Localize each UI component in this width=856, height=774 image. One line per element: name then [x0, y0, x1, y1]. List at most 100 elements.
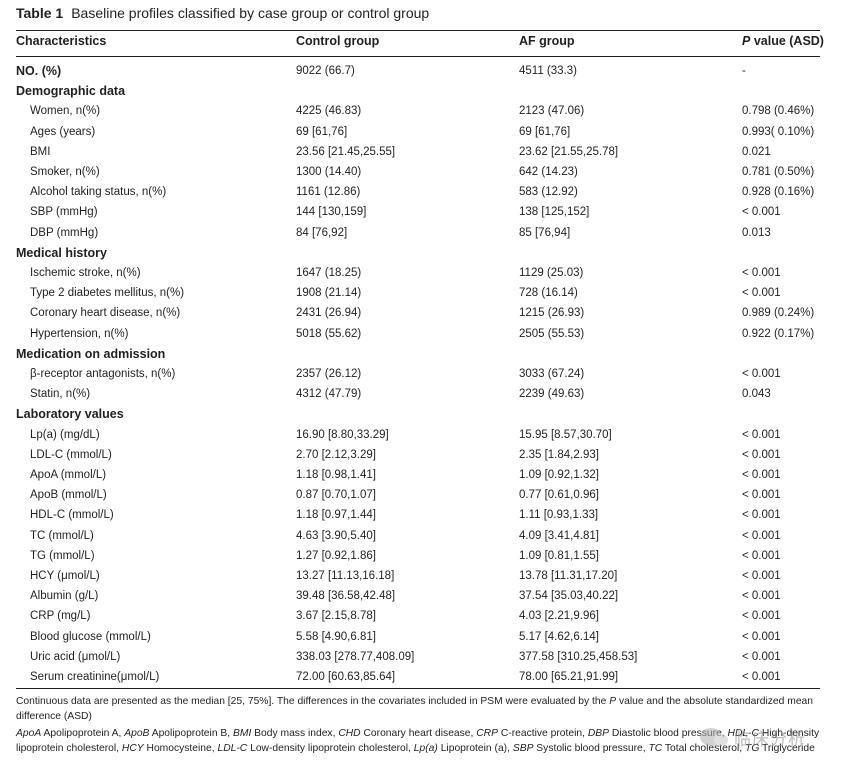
- table-row: ApoB (mmol/L) 0.87 [0.70,1.07] 0.77 [0.61,…: [16, 486, 820, 506]
- row-label: CRP (mg/L): [30, 610, 91, 623]
- control-value: 2431 (26.94): [296, 307, 362, 320]
- table-row: LDL-C (mmol/L) 2.70 [2.12,3.29] 2.35 [1.84…: [16, 446, 820, 466]
- control-value: 39.48 [36.58,42.48]: [296, 590, 396, 603]
- p-value: < 0.001: [742, 368, 781, 380]
- row-label: Lp(a) (mg/dL): [30, 428, 100, 441]
- row-label: Hypertension, n(%): [30, 327, 129, 340]
- table-label: Table 1: [16, 5, 64, 21]
- row-label: ApoA (mmol/L): [30, 469, 107, 481]
- abbreviation: ApoA: [16, 728, 42, 739]
- footnote-p: P: [609, 696, 617, 707]
- row-label: Alcohol taking status, n(%): [30, 186, 167, 199]
- footnote-text-a: Continuous data are presented as the med…: [16, 696, 610, 707]
- row-label: DBP (mmHg): [30, 226, 99, 239]
- section-row: Demographic data: [16, 82, 820, 102]
- p-value: < 0.001: [742, 630, 781, 643]
- af-value: 1215 (26.93): [519, 307, 585, 320]
- abbreviation-definition: Total cholesterol,: [662, 743, 746, 754]
- row-label: Serum creatinine(μmol/L): [30, 671, 160, 683]
- p-value: < 0.001: [742, 671, 781, 683]
- af-value: 642 (14.23): [519, 166, 578, 178]
- control-value: 144 [130,159]: [296, 206, 367, 219]
- p-value: 0.993( 0.10%): [742, 125, 815, 138]
- row-label: Smoker, n(%): [30, 166, 100, 178]
- abbreviation-definition: Low-density lipoprotein cholesterol,: [247, 743, 414, 754]
- control-value: 1.18 [0.97,1.44]: [296, 509, 376, 522]
- wechat-icon: [700, 728, 728, 746]
- p-value: < 0.001: [742, 489, 781, 502]
- row-label: HCY (μmol/L): [30, 570, 100, 582]
- row-label: ApoB (mmol/L): [30, 489, 107, 502]
- p-value: < 0.001: [742, 206, 781, 219]
- watermark-text: 临床分析: [734, 729, 806, 749]
- section-label: Medication on admission: [16, 346, 166, 361]
- af-value: 4511 (33.3): [519, 65, 577, 77]
- header-p-italic: P: [742, 34, 751, 48]
- p-value: < 0.001: [742, 287, 781, 300]
- af-value: 1.11 [0.93,1.33]: [519, 509, 599, 522]
- control-value: 84 [76,92]: [296, 226, 348, 239]
- af-value: 0.77 [0.61,0.96]: [519, 489, 599, 502]
- table-row: Ages (years) 69 [61,76] 69 [61,76] 0.993( 0…: [16, 123, 820, 143]
- row-label: BMI: [30, 145, 51, 158]
- table-row: TG (mmol/L) 1.27 [0.92,1.86] 1.09 [0.81,1.…: [16, 547, 820, 567]
- af-value: 138 [125,152]: [519, 206, 590, 219]
- p-value: 0.013: [742, 226, 771, 239]
- row-label: HDL-C (mmol/L): [30, 509, 114, 522]
- table-row: Smoker, n(%) 1300 (14.40) 642 (14.23) 0.781…: [16, 163, 820, 183]
- table-row: Ischemic stroke, n(%) 1647 (18.25) 1129 (2…: [16, 264, 820, 284]
- abbreviation-definition: Triglyceride: [759, 743, 815, 754]
- af-value: 728 (16.14): [519, 287, 578, 300]
- p-value: < 0.001: [742, 529, 781, 542]
- section-label: Medical history: [16, 245, 107, 260]
- abbreviation: CRP: [476, 728, 498, 739]
- table-row: Alcohol taking status, n(%) 1161 (12.86) 5…: [16, 183, 820, 203]
- abbreviation: BMI: [233, 728, 252, 739]
- watermark: 临床分析: [700, 722, 832, 752]
- p-value: < 0.001: [742, 509, 781, 522]
- row-label: Uric acid (μmol/L): [30, 650, 121, 663]
- p-value: -: [742, 65, 746, 77]
- table-row: HCY (μmol/L) 13.27 [11.13,16.18] 13.78 [11…: [16, 567, 820, 587]
- abbreviation-definition: Apolipoprotein B,: [149, 728, 233, 739]
- p-value: 0.021: [742, 145, 771, 158]
- af-value: 69 [61,76]: [519, 125, 571, 138]
- abbreviation-definition: High-density lipoprotein cholesterol,: [16, 728, 820, 754]
- row-label: SBP (mmHg): [30, 206, 98, 219]
- control-value: 69 [61,76]: [296, 125, 348, 138]
- af-value: 3033 (67.24): [519, 368, 585, 380]
- abbreviation: LDL-C: [217, 743, 248, 754]
- top-rule: [16, 30, 820, 31]
- row-label: NO. (%): [16, 64, 62, 78]
- af-value: 2505 (55.53): [519, 327, 585, 340]
- abbreviation-definition: Homocysteine,: [143, 743, 218, 754]
- abbreviation-definition: Diastolic blood pressure,: [609, 728, 728, 739]
- control-value: 1.18 [0.98,1.41]: [296, 469, 376, 481]
- abbreviation-definition: C-reactive protein,: [498, 728, 588, 739]
- table-row: CRP (mg/L) 3.67 [2.15,8.78] 4.03 [2.21,9.9…: [16, 607, 820, 627]
- abbreviation: CHD: [338, 728, 361, 739]
- row-label: Ages (years): [30, 125, 96, 138]
- af-value: 23.62 [21.55,25.78]: [519, 145, 619, 158]
- af-value: 1.09 [0.81,1.55]: [519, 549, 599, 562]
- p-value: < 0.001: [742, 549, 781, 562]
- abbreviation: DBP: [587, 728, 610, 739]
- section-label: Demographic data: [16, 84, 126, 99]
- control-value: 1161 (12.86): [296, 186, 361, 199]
- af-value: 1129 (25.03): [519, 267, 584, 279]
- section-row: Medication on admission: [16, 345, 820, 365]
- p-value: 0.781 (0.50%): [742, 166, 815, 178]
- table-row: Statin, n(%) 4312 (47.79) 2239 (49.63) 0.04…: [16, 385, 820, 405]
- table-row: SBP (mmHg) 144 [130,159] 138 [125,152] < 0.…: [16, 203, 820, 223]
- table-title: Baseline profiles classified by case gro…: [71, 5, 430, 21]
- table-row: NO. (%) 9022 (66.7) 4511 (33.3) -: [16, 62, 820, 82]
- abbreviation-definition: Coronary heart disease,: [360, 728, 477, 739]
- p-value: < 0.001: [742, 267, 781, 279]
- table-row: Women, n(%) 4225 (46.83) 2123 (47.06) 0.798…: [16, 102, 820, 122]
- control-value: 1.27 [0.92,1.86]: [296, 549, 376, 562]
- p-value: 0.798 (0.46%): [742, 105, 815, 118]
- control-value: 4.63 [3.90,5.40]: [296, 529, 376, 542]
- header-characteristics: Characteristics: [16, 34, 107, 48]
- control-value: 5.58 [4.90,6.81]: [296, 630, 376, 643]
- control-value: 338.03 [278.77,408.09]: [296, 650, 415, 663]
